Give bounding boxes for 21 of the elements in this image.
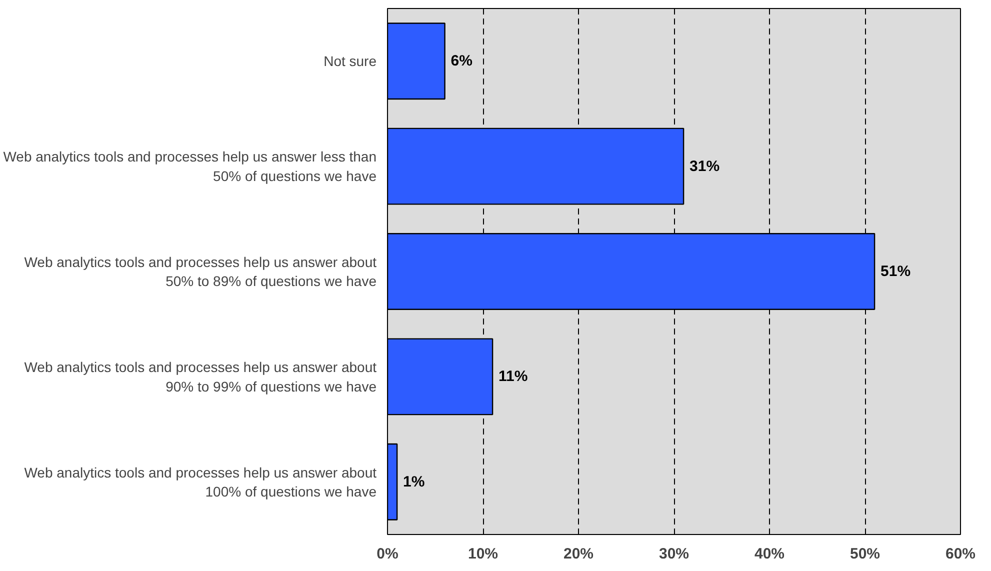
y-tick-label: Web analytics tools and processes help us answer about 100% of questions we have bbox=[24, 464, 377, 500]
data-label: 11% bbox=[498, 368, 528, 386]
x-tick-label: 40% bbox=[754, 546, 785, 562]
bar bbox=[388, 443, 398, 520]
data-label: 6% bbox=[450, 52, 472, 70]
bar bbox=[388, 338, 494, 416]
x-tick-label: 10% bbox=[468, 546, 498, 562]
x-tick-label: 30% bbox=[658, 546, 690, 562]
data-label: 31% bbox=[690, 158, 720, 175]
data-label: 1% bbox=[403, 473, 425, 490]
bar bbox=[388, 22, 446, 100]
y-tick-label: Web analytics tools and processes help us answer less than 50% of questions we have bbox=[3, 148, 377, 184]
y-tick-label: Not sure bbox=[324, 53, 377, 70]
bar bbox=[388, 128, 684, 205]
y-tick-label: Web analytics tools and processes help us answer about 90% to 99% of questions we have bbox=[24, 359, 377, 394]
data-label: 51% bbox=[880, 263, 911, 280]
x-tick-label: 60% bbox=[945, 546, 976, 562]
x-tick-label: 50% bbox=[850, 546, 880, 562]
x-tick-label: 20% bbox=[563, 546, 594, 562]
x-tick-label: 0% bbox=[376, 546, 398, 562]
y-tick-label: Web analytics tools and processes help us answer about 50% to 89% of questions we have bbox=[24, 254, 377, 290]
